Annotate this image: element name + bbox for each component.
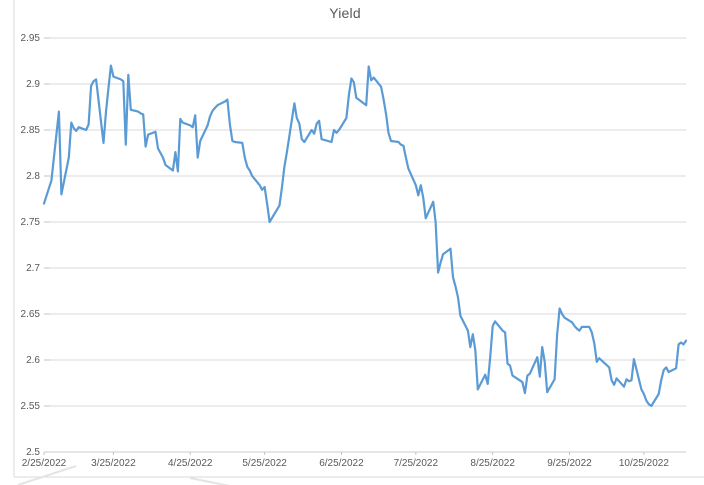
watermark-line — [189, 477, 231, 485]
x-axis-tick-label: 7/25/2022 — [393, 458, 439, 469]
y-axis-tick-label: 2.85 — [20, 125, 40, 136]
y-axis-tick-label: 2.9 — [26, 79, 40, 90]
chart-title: Yield — [329, 5, 361, 21]
watermark-line — [17, 465, 77, 485]
yield-series-line — [42, 64, 688, 408]
y-axis-tick-label: 2.7 — [26, 263, 40, 274]
x-axis-tick-label: 10/25/2022 — [618, 458, 669, 469]
x-axis-tick-label: 8/25/2022 — [470, 458, 515, 469]
y-axis-tick-label: 2.75 — [20, 217, 40, 228]
y-axis-tick-label: 2.65 — [20, 309, 40, 320]
y-axis-tick-label: 2.55 — [20, 401, 40, 412]
x-axis-tick-label: 3/25/2022 — [91, 458, 136, 469]
y-axis-tick-label: 2.95 — [20, 33, 40, 44]
y-axis-tick-label: 2.5 — [26, 447, 40, 458]
x-axis-tick-label: 4/25/2022 — [167, 458, 213, 469]
y-axis-tick-label: 2.8 — [26, 171, 40, 182]
x-axis-tick-label: 5/25/2022 — [242, 458, 287, 469]
x-axis-tick-label: 9/25/2022 — [547, 458, 592, 469]
x-axis-tick-label: 2/25/2022 — [21, 458, 67, 469]
y-axis-tick-label: 2.6 — [26, 355, 40, 366]
x-axis-tick-label: 6/25/2022 — [319, 458, 364, 469]
